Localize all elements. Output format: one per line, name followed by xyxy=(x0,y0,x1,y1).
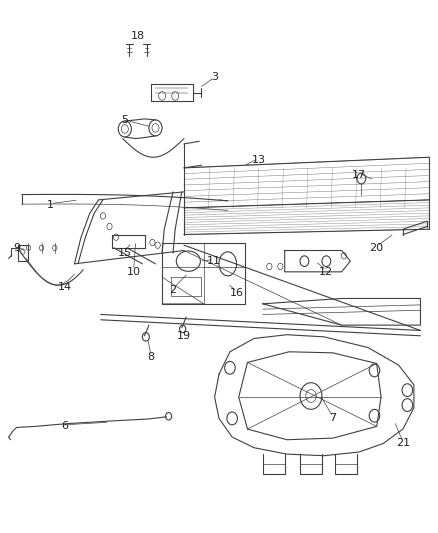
Text: 13: 13 xyxy=(251,155,265,165)
Text: 6: 6 xyxy=(61,422,68,431)
Text: 14: 14 xyxy=(58,282,72,292)
Text: 18: 18 xyxy=(131,31,145,41)
Text: 12: 12 xyxy=(319,267,333,277)
Text: 1: 1 xyxy=(47,200,54,210)
Text: 15: 15 xyxy=(118,248,132,258)
Text: 2: 2 xyxy=(170,286,177,295)
Text: 5: 5 xyxy=(121,115,128,125)
Text: 17: 17 xyxy=(352,170,366,180)
Text: 11: 11 xyxy=(207,256,221,266)
Text: 7: 7 xyxy=(329,414,336,423)
Text: 21: 21 xyxy=(396,439,410,448)
Text: 16: 16 xyxy=(230,288,244,298)
Text: 10: 10 xyxy=(127,267,141,277)
Text: 19: 19 xyxy=(177,331,191,341)
Text: 9: 9 xyxy=(13,243,20,253)
Text: 20: 20 xyxy=(370,243,384,253)
Text: 8: 8 xyxy=(148,352,155,362)
Text: 3: 3 xyxy=(211,72,218,82)
